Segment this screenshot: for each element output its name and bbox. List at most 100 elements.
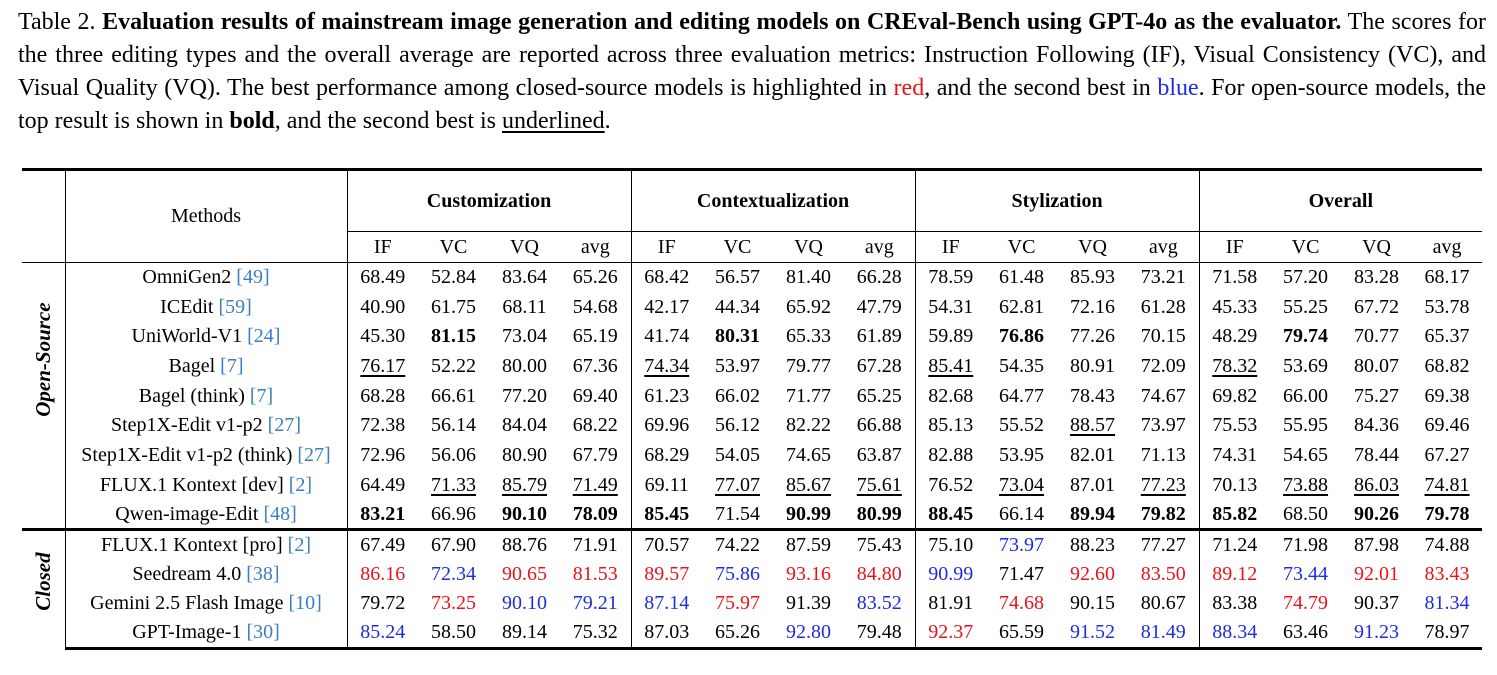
score-cell: 91.39	[773, 589, 844, 619]
corner-cell	[22, 170, 65, 263]
metric-header: avg	[844, 232, 915, 263]
citation-link[interactable]: [7]	[220, 355, 243, 377]
score-cell: 80.00	[489, 352, 560, 382]
score-cell: 83.52	[844, 589, 915, 619]
score-cell: 81.49	[1128, 619, 1199, 649]
score-cell: 69.46	[1412, 411, 1482, 441]
score-cell: 90.10	[489, 589, 560, 619]
score-cell: 73.97	[1128, 411, 1199, 441]
score-cell: 52.84	[418, 263, 489, 293]
score-cell: 87.59	[773, 530, 844, 560]
score-cell: 68.29	[631, 441, 702, 471]
caption-text-2: , and the second best in	[924, 75, 1151, 101]
score-cell: 72.09	[1128, 352, 1199, 382]
citation-link[interactable]: [7]	[250, 385, 273, 407]
score-cell: 73.97	[986, 530, 1057, 560]
group-header-customization: Customization	[347, 170, 631, 232]
methods-header: Methods	[65, 170, 347, 263]
score-cell: 82.01	[1057, 441, 1128, 471]
score-cell: 83.50	[1128, 559, 1199, 589]
table-row: Open-Source OmniGen2 [49] 68.49 52.84 83.64 6…	[22, 263, 1482, 293]
score-cell: 69.96	[631, 411, 702, 441]
citation-link[interactable]: [24]	[247, 325, 280, 347]
score-cell: 53.97	[702, 352, 773, 382]
score-cell: 82.22	[773, 411, 844, 441]
caption-underlined-word: underlined	[502, 108, 605, 134]
metric-header: avg	[560, 232, 631, 263]
citation-link[interactable]: [27]	[297, 444, 330, 466]
score-cell: 74.22	[702, 530, 773, 560]
score-cell: 90.15	[1057, 589, 1128, 619]
caption-blue-word: blue	[1157, 75, 1198, 101]
score-cell: 81.53	[560, 559, 631, 589]
score-cell: 71.13	[1128, 441, 1199, 471]
score-cell: 66.28	[844, 263, 915, 293]
metric-header: VC	[702, 232, 773, 263]
score-cell: 85.82	[1199, 500, 1270, 530]
score-cell: 75.10	[915, 530, 986, 560]
score-cell: 89.94	[1057, 500, 1128, 530]
score-cell: 83.64	[489, 263, 560, 293]
score-cell: 45.30	[347, 322, 418, 352]
score-cell: 65.33	[773, 322, 844, 352]
score-cell: 79.48	[844, 619, 915, 649]
score-cell: 74.31	[1199, 441, 1270, 471]
score-cell: 53.95	[986, 441, 1057, 471]
score-cell: 78.09	[560, 500, 631, 530]
citation-link[interactable]: [27]	[268, 414, 301, 436]
caption-text-4: , and the second best is	[275, 108, 496, 134]
score-cell: 54.05	[702, 441, 773, 471]
citation-link[interactable]: [49]	[236, 266, 269, 288]
citation-link[interactable]: [2]	[288, 534, 311, 556]
score-cell: 72.34	[418, 559, 489, 589]
score-cell: 70.15	[1128, 322, 1199, 352]
score-cell: 78.59	[915, 263, 986, 293]
score-cell: 66.96	[418, 500, 489, 530]
score-cell: 66.14	[986, 500, 1057, 530]
table-row: ICEdit [59] 40.90 61.75 68.11 54.68 42.17 44.3…	[22, 292, 1482, 322]
score-cell: 88.76	[489, 530, 560, 560]
score-cell: 86.03	[1341, 470, 1412, 500]
score-cell: 71.33	[418, 470, 489, 500]
score-cell: 75.27	[1341, 381, 1412, 411]
score-cell: 78.32	[1199, 352, 1270, 382]
score-cell: 87.03	[631, 619, 702, 649]
score-cell: 77.20	[489, 381, 560, 411]
score-cell: 87.98	[1341, 530, 1412, 560]
score-cell: 72.38	[347, 411, 418, 441]
score-cell: 80.67	[1128, 589, 1199, 619]
score-cell: 57.20	[1270, 263, 1341, 293]
score-cell: 91.23	[1341, 619, 1412, 649]
score-cell: 65.26	[702, 619, 773, 649]
section-label: Closed	[22, 530, 65, 649]
score-cell: 84.04	[489, 411, 560, 441]
citation-link[interactable]: [10]	[288, 592, 321, 614]
score-cell: 54.35	[986, 352, 1057, 382]
method-name: OmniGen2 [49]	[65, 263, 347, 293]
metric-header: VQ	[1341, 232, 1412, 263]
score-cell: 92.01	[1341, 559, 1412, 589]
table-row: FLUX.1 Kontext [dev] [2] 64.49 71.33 85.79 7…	[22, 470, 1482, 500]
score-cell: 67.72	[1341, 292, 1412, 322]
score-cell: 77.26	[1057, 322, 1128, 352]
citation-link[interactable]: [59]	[219, 296, 252, 318]
score-cell: 72.96	[347, 441, 418, 471]
score-cell: 64.49	[347, 470, 418, 500]
score-cell: 69.38	[1412, 381, 1482, 411]
citation-link[interactable]: [48]	[263, 503, 296, 525]
citation-link[interactable]: [38]	[246, 563, 279, 585]
score-cell: 73.25	[418, 589, 489, 619]
score-cell: 55.25	[1270, 292, 1341, 322]
caption-title: Evaluation results of mainstream image g…	[102, 9, 1341, 35]
table-row: Bagel (think) [7] 68.28 66.61 77.20 69.40 61.…	[22, 381, 1482, 411]
table-row: Step1X-Edit v1-p2 [27] 72.38 56.14 84.04 68.…	[22, 411, 1482, 441]
table-row: GPT-Image-1 [30] 85.24 58.50 89.14 75.32 87.0…	[22, 619, 1482, 649]
table-row: Seedream 4.0 [38] 86.16 72.34 90.65 81.53 89.…	[22, 559, 1482, 589]
score-cell: 65.59	[986, 619, 1057, 649]
method-name: Bagel [7]	[65, 352, 347, 382]
citation-link[interactable]: [30]	[246, 621, 279, 643]
score-cell: 71.54	[702, 500, 773, 530]
table-row: Bagel [7] 76.17 52.22 80.00 67.36 74.34 53.97 7…	[22, 352, 1482, 382]
citation-link[interactable]: [2]	[289, 474, 312, 496]
caption-red-word: red	[894, 75, 925, 101]
